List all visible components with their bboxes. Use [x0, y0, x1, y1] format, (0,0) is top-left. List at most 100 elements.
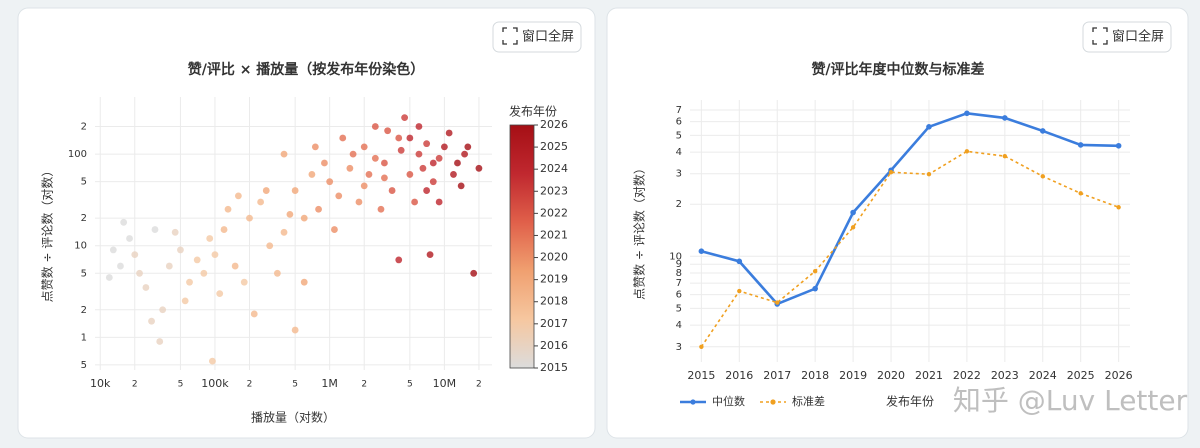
- scatter-point: [159, 306, 167, 314]
- scatter-point: [384, 127, 392, 135]
- scatter-point: [461, 150, 468, 158]
- colorbar: [509, 124, 535, 369]
- scatter-point: [266, 242, 274, 250]
- scatter-point: [246, 214, 253, 222]
- y-axis-title: 点赞数 ÷ 评论数（对数）: [632, 162, 647, 300]
- y-tick-label: 1: [81, 332, 87, 343]
- scatter-point: [426, 251, 434, 258]
- colorbar-tick-label: 2017: [540, 317, 568, 330]
- line-marker: [699, 344, 704, 349]
- scatter-point: [388, 187, 396, 194]
- scatter-point: [308, 171, 316, 178]
- scatter-point: [419, 164, 427, 172]
- scatter-point: [331, 226, 338, 233]
- scatter-point: [401, 114, 409, 122]
- scatter-point: [216, 290, 224, 298]
- fullscreen-button[interactable]: 窗口全屏: [1082, 21, 1172, 53]
- scatter-point: [148, 317, 155, 325]
- legend-label: 中位数: [712, 394, 745, 408]
- scatter-point: [454, 159, 461, 167]
- scatter-point: [280, 150, 288, 158]
- scatter-point: [335, 192, 343, 200]
- scatter-point: [381, 174, 388, 182]
- line-marker: [1002, 153, 1008, 159]
- line-marker: [1078, 191, 1083, 196]
- y-tick-label: 6: [676, 290, 682, 301]
- scatter-point: [423, 187, 431, 194]
- scatter-point: [206, 235, 214, 242]
- scatter-point: [105, 274, 113, 281]
- scatter-point: [315, 205, 322, 213]
- scatter-point: [397, 146, 405, 154]
- scatter-point: [457, 182, 465, 190]
- x-axis-title: 发布年份: [886, 394, 934, 409]
- scatter-point: [171, 228, 179, 236]
- colorbar-tick-label: 2023: [540, 184, 568, 197]
- y-tick-label: 5: [81, 268, 87, 279]
- scatter-point: [231, 262, 239, 270]
- line-marker: [926, 172, 932, 177]
- x-tick-label: 2023: [991, 369, 1019, 382]
- colorbar-tick-label: 2026: [540, 118, 568, 131]
- scatter-point: [406, 171, 414, 178]
- scatter-point: [234, 192, 242, 200]
- line-marker: [964, 110, 970, 117]
- line-marker: [850, 225, 856, 230]
- legend-marker: [770, 399, 776, 405]
- line-marker: [1115, 142, 1122, 149]
- scatter-point: [291, 187, 299, 194]
- colorbar-tick-label: 2018: [540, 295, 568, 308]
- legend-marker: [690, 399, 696, 405]
- fullscreen-button[interactable]: 窗口全屏: [492, 21, 582, 53]
- x-tick-label: 2: [247, 380, 253, 390]
- scatter-point: [326, 178, 334, 186]
- button-label[interactable]: 窗口全屏: [522, 29, 574, 45]
- scatter-point: [435, 154, 443, 162]
- line-marker: [1116, 205, 1121, 210]
- x-tick-label: 5: [292, 380, 298, 390]
- legend-label: 标准差: [792, 394, 825, 408]
- scatter-point: [365, 171, 373, 178]
- y-tick-label: 2: [81, 122, 87, 133]
- y-tick-label: 10: [74, 241, 87, 252]
- x-tick-label: 2019: [839, 369, 867, 382]
- scatter-point: [209, 357, 216, 365]
- line-marker: [736, 258, 743, 265]
- scatter-point: [120, 218, 128, 226]
- scatter-point: [280, 228, 288, 236]
- scatter-point: [181, 297, 189, 305]
- line: [701, 112, 1119, 306]
- scatter-point: [415, 150, 423, 158]
- card: [17, 7, 596, 439]
- scatter-point: [262, 187, 270, 194]
- x-tick-label: 2025: [1067, 369, 1095, 382]
- scatter-point: [156, 338, 164, 345]
- colorbar-tick-label: 2015: [540, 361, 568, 374]
- scatter-point: [165, 262, 173, 270]
- button-label[interactable]: 窗口全屏: [1112, 29, 1164, 45]
- scatter-point: [360, 182, 368, 190]
- scatter-point: [339, 134, 347, 142]
- colorbar-title: 发布年份: [509, 104, 557, 119]
- scatter-point: [406, 134, 414, 142]
- scatter-point: [151, 226, 159, 233]
- scatter-point: [109, 246, 117, 254]
- scatter-point: [186, 278, 193, 286]
- x-tick-label: 2016: [725, 369, 753, 382]
- scatter-point: [470, 269, 478, 277]
- y-tick-label: 5: [676, 303, 682, 314]
- y-tick-label: 7: [676, 105, 682, 116]
- x-tick-label: 2: [132, 380, 138, 390]
- line: [700, 150, 1119, 348]
- colorbar-tick-label: 2019: [540, 273, 568, 286]
- line-marker: [812, 285, 818, 292]
- scatter-point: [349, 150, 357, 158]
- x-tick-label: 2018: [801, 369, 829, 382]
- scatter-point: [475, 164, 483, 172]
- line-marker: [888, 170, 894, 175]
- y-tick-label: 2: [81, 213, 87, 224]
- y-tick-label: 8: [676, 268, 682, 279]
- scatter-point: [321, 159, 328, 167]
